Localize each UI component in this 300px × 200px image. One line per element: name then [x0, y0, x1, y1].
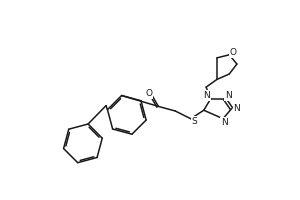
- Text: N: N: [233, 104, 240, 113]
- Text: O: O: [230, 48, 237, 57]
- Text: N: N: [203, 91, 210, 100]
- Text: N: N: [221, 118, 228, 127]
- Text: S: S: [192, 117, 197, 126]
- Text: O: O: [146, 89, 153, 98]
- Text: N: N: [225, 91, 232, 100]
